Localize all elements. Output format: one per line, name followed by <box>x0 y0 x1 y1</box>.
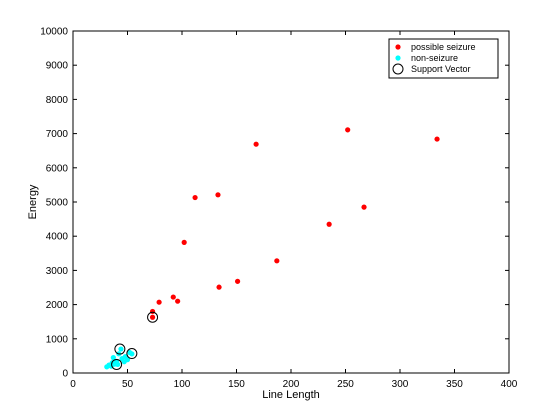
non-seizure-point <box>118 346 124 352</box>
possible-seizure-point <box>216 284 222 290</box>
non-seizure-point <box>124 357 131 363</box>
y-tick-label: 9000 <box>46 61 69 72</box>
data-points <box>104 127 440 370</box>
possible-seizure-point <box>181 239 187 245</box>
x-tick-label: 350 <box>446 379 463 390</box>
non-seizure-point <box>115 361 121 368</box>
y-axis: 0 1000 2000 3000 4000 5000 6000 7000 8000 9000 100… <box>40 27 509 380</box>
support-vector-marker <box>126 348 138 360</box>
y-tick-label: 2000 <box>46 300 69 311</box>
x-tick-label: 100 <box>174 379 191 390</box>
x-tick-label: 150 <box>228 379 245 390</box>
x-axis: 0 50 100 150 200 250 300 350 400 <box>70 31 518 390</box>
possible-seizure-point <box>326 221 332 227</box>
x-tick-label: 250 <box>337 379 354 390</box>
legend-possible-seizure-marker <box>395 44 401 50</box>
legend-possible-seizure-label: possible seizure <box>411 42 476 52</box>
support-vector-marker <box>114 343 126 355</box>
legend-non-seizure-marker <box>395 55 401 61</box>
non-seizure-point <box>110 355 116 361</box>
possible-seizure-point <box>215 192 221 198</box>
possible-seizure-point <box>149 314 156 320</box>
x-tick-label: 200 <box>283 379 300 390</box>
y-tick-label: 5000 <box>46 198 69 209</box>
possible-seizure-point <box>170 294 176 300</box>
possible-seizure-point <box>149 308 156 315</box>
legend-support-vector-label: Support Vector <box>411 64 471 74</box>
x-tick-label: 50 <box>122 379 134 390</box>
possible-seizure-point <box>175 298 181 304</box>
y-tick-label: 8000 <box>46 95 69 106</box>
x-tick-label: 400 <box>501 379 518 390</box>
possible-seizure-point <box>361 204 367 210</box>
possible-seizure-point <box>156 299 162 305</box>
x-tick-label: 300 <box>392 379 409 390</box>
x-axis-title: Line Length <box>262 389 320 401</box>
legend-non-seizure-label: non-seizure <box>411 53 458 63</box>
possible-seizure-point <box>192 194 198 201</box>
y-tick-label: 1000 <box>46 334 69 345</box>
possible-seizure-point <box>253 141 259 147</box>
legend-support-vector-marker <box>392 63 404 75</box>
y-tick-label: 3000 <box>46 266 69 277</box>
legend-box <box>388 38 499 79</box>
y-tick-label: 10000 <box>40 27 68 38</box>
y-axis-title: Energy <box>27 184 39 219</box>
plot-area <box>72 30 510 374</box>
y-tick-label: 6000 <box>46 163 69 174</box>
y-tick-label: 4000 <box>46 232 69 243</box>
non-seizure-point <box>129 351 135 357</box>
support-vector-marker <box>111 358 123 370</box>
possible-seizure-point <box>345 127 351 133</box>
possible-seizure-point <box>434 136 440 142</box>
possible-seizure-point <box>234 278 241 284</box>
y-tick-label: 0 <box>62 369 68 380</box>
y-tick-label: 7000 <box>46 129 69 140</box>
possible-seizure-point <box>274 258 280 264</box>
x-tick-label: 0 <box>70 379 76 390</box>
support-vector-marker <box>147 311 159 323</box>
